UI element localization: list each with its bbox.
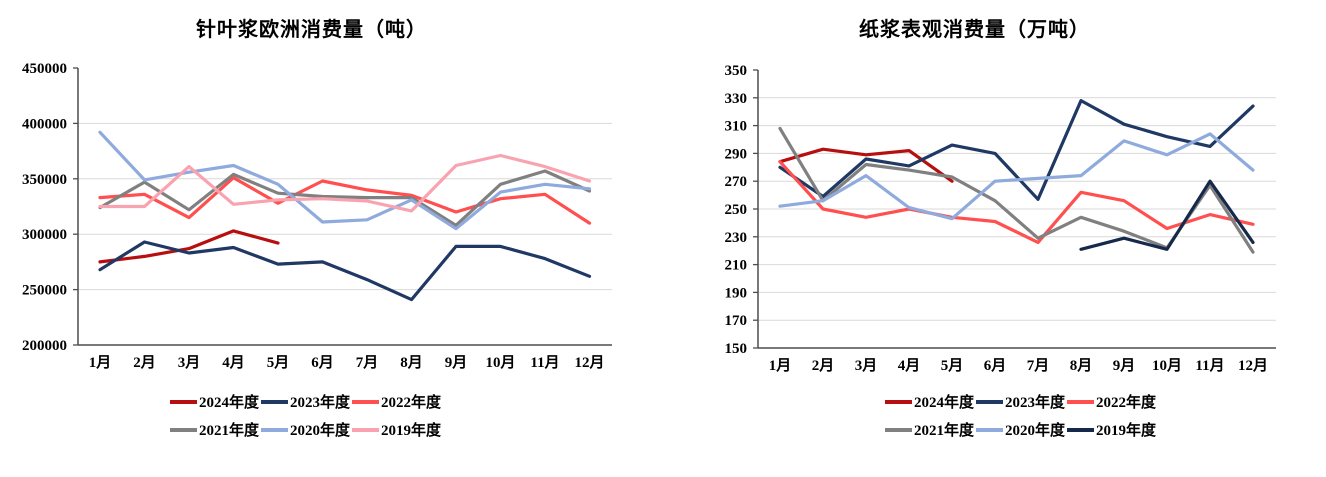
x-axis-tick-label: 2月: [812, 357, 835, 374]
y-axis-tick-label: 350: [725, 63, 748, 79]
legend-label: 2020年度: [1004, 423, 1065, 439]
y-axis-tick-label: 200000: [22, 338, 67, 354]
x-axis-tick-label: 8月: [400, 354, 423, 371]
x-axis-tick-label: 10月: [1152, 357, 1182, 374]
legend-line-swatch: [884, 399, 912, 404]
plot-area: 350 330 310 290 270 250 230 210 190 170 150 1月 2月 3月 4…: [725, 63, 1276, 374]
y-axis-tick-label: 450000: [22, 61, 67, 77]
legend-row: 2021年度 2020年度 2019年度: [169, 419, 442, 440]
legend-line-swatch: [260, 427, 288, 432]
x-axis-tick-label: 3月: [178, 354, 201, 371]
chart-title: 纸浆表观消费量（万吨）: [859, 19, 1090, 41]
x-axis-tick-label: 9月: [1113, 357, 1136, 374]
legend-line-swatch: [169, 399, 197, 404]
x-axis-tick-label: 9月: [445, 354, 468, 371]
x-axis-tick-label: 3月: [855, 357, 878, 374]
legend-line-swatch: [169, 427, 197, 432]
legend-item-2021: 2021年度: [169, 419, 259, 440]
x-axis-tick-label: 5月: [267, 354, 290, 371]
legend-line-swatch: [975, 399, 1003, 404]
legend-line-swatch: [352, 399, 379, 404]
y-axis-tick-label: 250: [725, 202, 748, 218]
legend-label: 2020年度: [289, 423, 350, 439]
x-axis-tick-label: 5月: [941, 357, 964, 374]
y-axis-tick-label: 290: [725, 146, 748, 162]
x-axis-tick-label: 4月: [222, 354, 245, 371]
x-axis-tick-label: 12月: [1238, 357, 1268, 374]
y-axis-tick-label: 250000: [22, 283, 67, 299]
legend-line-swatch: [884, 427, 912, 432]
legend-row: 2024年度 2023年度 2022年度: [884, 391, 1157, 412]
pulp-apparent-consumption-chart: 纸浆表观消费量（万吨） 350 330 310 290 270 250 230 210 190 1…: [663, 0, 1326, 477]
legend-label: 2023年度: [1004, 395, 1065, 411]
x-axis-tick-label: 4月: [898, 357, 921, 374]
legend-label: 2019年度: [1096, 423, 1157, 439]
legend-label: 2022年度: [381, 395, 442, 411]
y-axis-tick-label: 300000: [22, 227, 67, 243]
chart-title: 针叶浆欧洲消费量（吨）: [196, 19, 427, 41]
legend-row: 2024年度 2023年度 2022年度: [169, 391, 442, 412]
x-axis-tick-label: 7月: [356, 354, 379, 371]
legend-item-2019: 2019年度: [352, 419, 441, 440]
chart-legend: 2024年度 2023年度 2022年度 2021年度 2020年度 2019年度: [663, 391, 1326, 440]
legend-line-swatch: [260, 399, 288, 404]
legend-label: 2021年度: [198, 423, 259, 439]
x-axis-tick-label: 12月: [574, 354, 604, 371]
x-axis-tick-label: 11月: [1195, 357, 1224, 374]
legend-line-swatch: [352, 427, 379, 432]
plot-area: 450000 400000 350000 300000 250000 200000 1月 2月…: [22, 61, 612, 371]
y-axis-tick-label: 210: [725, 258, 748, 274]
y-axis-tick-label: 330: [725, 91, 748, 107]
y-axis-tick-label: 150: [725, 341, 748, 357]
legend-item-2020: 2020年度: [260, 419, 350, 440]
legend-item-2023: 2023年度: [260, 391, 350, 412]
y-axis-tick-label: 400000: [22, 116, 67, 132]
legend-label: 2021年度: [913, 423, 974, 439]
x-axis-tick-label: 10月: [485, 354, 515, 371]
legend-item-2022: 2022年度: [1067, 391, 1156, 412]
series-line-2024: [778, 147, 954, 183]
legend-item-2021: 2021年度: [884, 419, 974, 440]
series-line-2021: [98, 169, 592, 227]
legend-label: 2023年度: [289, 395, 350, 411]
y-axis-tick-label: 170: [725, 313, 748, 329]
legend-item-2024: 2024年度: [169, 391, 259, 412]
x-axis-tick-label: 6月: [311, 354, 334, 371]
series-line-2022: [98, 176, 592, 225]
legend-item-2019: 2019年度: [1067, 419, 1156, 440]
y-axis-tick-label: 310: [725, 119, 748, 135]
y-axis-tick-label: 230: [725, 230, 748, 246]
legend-item-2022: 2022年度: [352, 391, 441, 412]
x-axis-tick-label: 1月: [89, 354, 112, 371]
series-line-2023: [778, 98, 1255, 201]
x-axis-tick-label: 7月: [1027, 357, 1050, 374]
legend-item-2023: 2023年度: [975, 391, 1065, 412]
series-line-2019: [98, 153, 592, 213]
y-axis-tick-label: 350000: [22, 172, 67, 188]
y-axis-tick-label: 190: [725, 285, 748, 301]
x-axis-tick-label: 6月: [984, 357, 1007, 374]
x-axis-tick-label: 2月: [133, 354, 156, 371]
series-line-2024: [98, 229, 280, 264]
legend-label: 2024年度: [913, 395, 974, 411]
x-axis-tick-label: 8月: [1070, 357, 1093, 374]
series-line-2019: [1079, 179, 1255, 251]
legend-label: 2024年度: [198, 395, 259, 411]
softwood-pulp-europe-consumption-chart: 针叶浆欧洲消费量（吨） 450000 400000 350000 300000 2500…: [0, 19, 663, 440]
y-axis-tick-label: 270: [725, 174, 748, 190]
legend-item-2020: 2020年度: [975, 419, 1065, 440]
series-line-2020: [778, 132, 1255, 221]
series-line-2022: [778, 160, 1255, 244]
legend-label: 2019年度: [381, 423, 442, 439]
legend-line-swatch: [1067, 427, 1094, 432]
chart-legend: 2024年度 2023年度 2022年度 2021年度 2020年度 2019年度: [0, 391, 663, 440]
legend-label: 2022年度: [1096, 395, 1157, 411]
x-axis-tick-label: 11月: [530, 354, 559, 371]
x-axis-tick-label: 1月: [769, 357, 792, 374]
legend-line-swatch: [1067, 399, 1094, 404]
legend-item-2024: 2024年度: [884, 391, 974, 412]
legend-row: 2021年度 2020年度 2019年度: [884, 419, 1157, 440]
legend-line-swatch: [975, 427, 1003, 432]
series-line-2023: [98, 240, 592, 302]
